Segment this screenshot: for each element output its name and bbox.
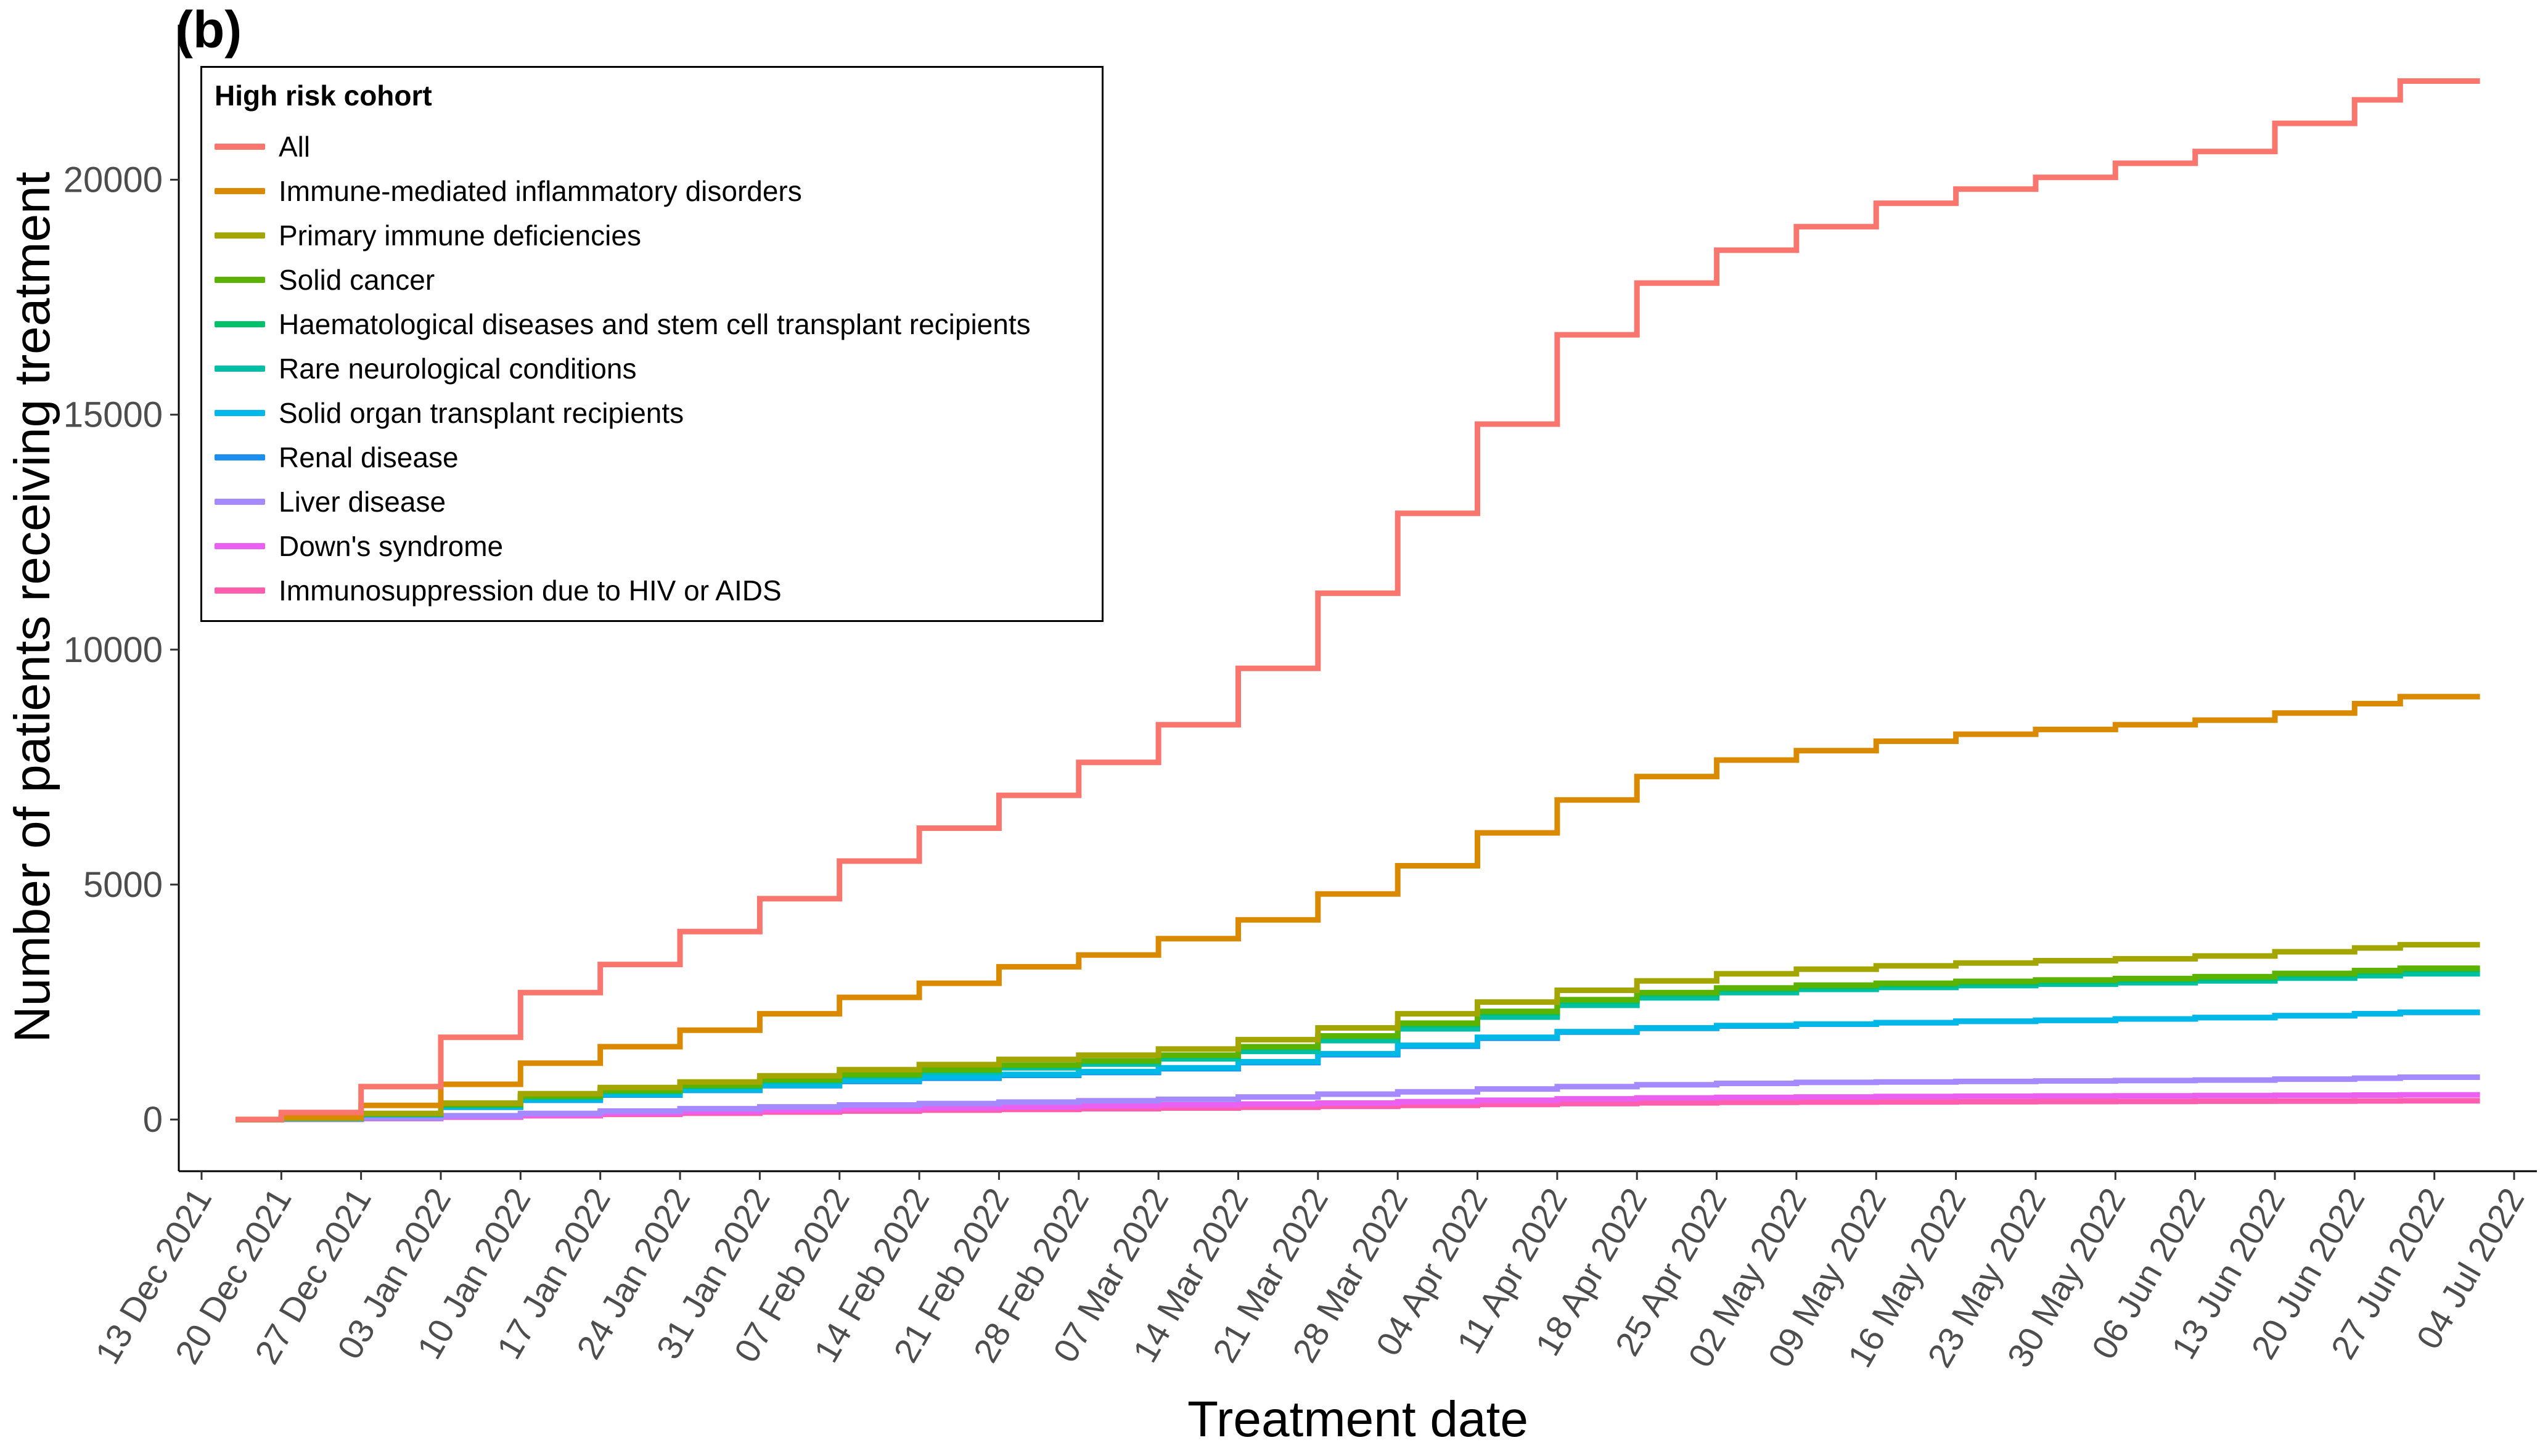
y-tick-label: 20000 (63, 160, 163, 200)
y-tick-label: 15000 (63, 395, 163, 435)
legend-item: Haematological diseases and stem cell tr… (215, 306, 1031, 343)
y-tick-label: 5000 (83, 865, 163, 905)
series-line (236, 78, 2480, 1123)
y-tick-label: 10000 (63, 630, 163, 670)
legend-item: Liver disease (215, 483, 446, 520)
axes (178, 25, 2537, 1172)
legend-label: Liver disease (279, 486, 446, 518)
legend-key-swatch (215, 499, 265, 505)
legend-key-swatch (215, 366, 265, 372)
legend-key-swatch (215, 587, 265, 594)
legend-label: Immunosuppression due to HIV or AIDS (279, 575, 782, 607)
legend-key-swatch (215, 454, 265, 460)
legend-key-swatch (215, 232, 265, 239)
x-axis-title: Treatment date (1187, 1391, 1528, 1447)
series-line (236, 942, 2480, 1123)
legend-label: Primary immune deficiencies (279, 219, 641, 252)
legend-item: Solid cancer (215, 261, 435, 298)
legend-key-swatch (215, 543, 265, 549)
legend-label: Solid organ transplant recipients (279, 397, 684, 429)
legend-item: Down's syndrome (215, 528, 503, 565)
legend-item: Immunosuppression due to HIV or AIDS (215, 572, 782, 609)
legend-item: Rare neurological conditions (215, 350, 636, 387)
legend-item: Primary immune deficiencies (215, 217, 641, 254)
legend-item: Renal disease (215, 439, 459, 476)
legend-key-swatch (215, 321, 265, 327)
legend-key-swatch (215, 410, 265, 416)
legend-label: Haematological diseases and stem cell tr… (279, 308, 1031, 340)
legend: High risk cohort All Immune-mediated infl… (200, 66, 1104, 622)
legend-label: All (279, 131, 311, 163)
series-lines (236, 78, 2480, 1123)
legend-item: All (215, 128, 310, 165)
y-axis-title: Number of patients receiving treatment (4, 171, 60, 1042)
y-tick-label: 0 (143, 1100, 163, 1140)
legend-label: Renal disease (279, 441, 459, 473)
legend-key-swatch (215, 144, 265, 150)
series-line (236, 693, 2480, 1123)
legend-key-swatch (215, 277, 265, 283)
legend-label: Immune-mediated inflammatory disorders (279, 175, 802, 207)
series-line (236, 1074, 2480, 1123)
legend-title: High risk cohort (215, 80, 432, 112)
legend-label: Solid cancer (279, 264, 435, 296)
legend-item: Immune-mediated inflammatory disorders (215, 173, 802, 210)
legend-item: Solid organ transplant recipients (215, 395, 684, 431)
legend-key-swatch (215, 188, 265, 194)
legend-label: Rare neurological conditions (279, 353, 637, 385)
panel-label: (b) (176, 1, 242, 59)
legend-label: Down's syndrome (279, 530, 504, 562)
